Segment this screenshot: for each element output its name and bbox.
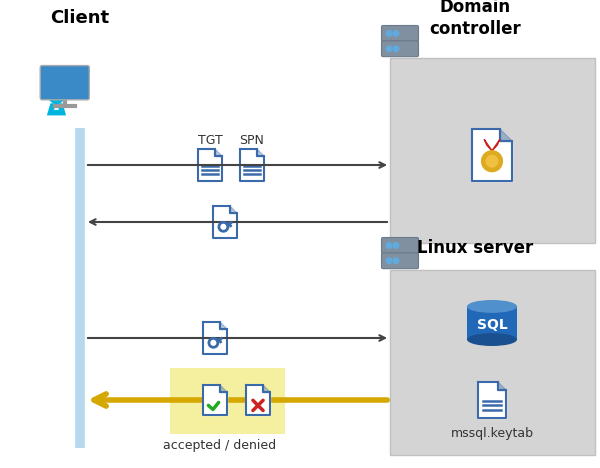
Circle shape (386, 242, 392, 248)
Text: TGT: TGT (197, 134, 223, 147)
Circle shape (486, 155, 498, 167)
Polygon shape (220, 322, 227, 329)
Polygon shape (484, 139, 492, 151)
Circle shape (386, 30, 392, 36)
Circle shape (386, 46, 392, 51)
Polygon shape (239, 149, 265, 181)
Text: Client: Client (50, 9, 110, 27)
Polygon shape (263, 385, 270, 392)
FancyBboxPatch shape (390, 270, 595, 455)
Ellipse shape (467, 333, 517, 346)
FancyBboxPatch shape (382, 41, 419, 57)
Circle shape (482, 151, 502, 172)
Circle shape (393, 46, 399, 51)
FancyBboxPatch shape (382, 253, 419, 269)
Polygon shape (212, 206, 238, 238)
Polygon shape (472, 129, 512, 181)
Polygon shape (492, 139, 500, 151)
Polygon shape (203, 385, 227, 415)
FancyBboxPatch shape (40, 66, 89, 100)
Polygon shape (54, 105, 59, 110)
Polygon shape (47, 103, 66, 116)
Text: mssql.keytab: mssql.keytab (451, 427, 533, 440)
Polygon shape (197, 149, 223, 181)
FancyBboxPatch shape (382, 25, 419, 41)
Polygon shape (247, 385, 270, 415)
Circle shape (393, 242, 399, 248)
FancyBboxPatch shape (382, 237, 419, 253)
Circle shape (393, 30, 399, 36)
Polygon shape (498, 382, 506, 390)
Text: SPN: SPN (239, 134, 265, 147)
Polygon shape (230, 206, 238, 213)
FancyBboxPatch shape (170, 368, 285, 434)
Circle shape (49, 88, 64, 103)
Polygon shape (220, 385, 227, 392)
Text: Domain
controller: Domain controller (429, 0, 521, 38)
Polygon shape (478, 382, 506, 418)
Polygon shape (257, 149, 265, 156)
Circle shape (393, 258, 399, 263)
Polygon shape (500, 129, 512, 141)
Polygon shape (467, 307, 517, 340)
FancyBboxPatch shape (390, 58, 595, 243)
Ellipse shape (467, 300, 517, 313)
Text: SQL: SQL (476, 318, 508, 332)
Circle shape (386, 258, 392, 263)
Text: accepted / denied: accepted / denied (163, 439, 277, 452)
Polygon shape (203, 322, 227, 354)
Polygon shape (215, 149, 223, 156)
Text: Linux server: Linux server (417, 239, 533, 257)
